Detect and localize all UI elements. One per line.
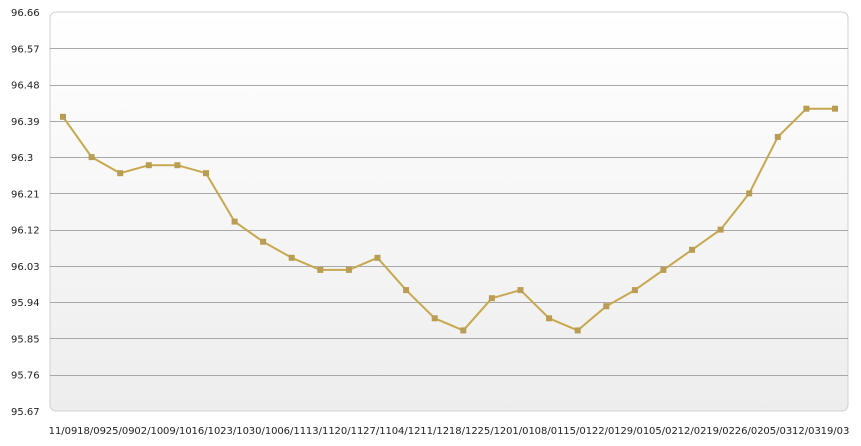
x-tick-label: 11/12 [420,426,449,437]
x-tick-label: 23/10 [220,426,249,437]
y-tick-label: 95.76 [11,371,40,382]
data-point [460,327,467,334]
y-tick-label: 96.12 [11,226,40,237]
series-polyline [62,107,836,332]
x-tick-label: 30/10 [249,426,278,437]
data-point [345,266,352,273]
data-point [260,238,267,245]
x-tick-label: 15/01 [563,426,592,437]
x-tick-label: 02/10 [134,426,163,437]
y-tick-label: 95.94 [11,298,40,309]
x-tick-label: 11/09 [49,426,78,437]
x-tick-label: 16/10 [192,426,221,437]
data-point [603,303,610,310]
x-tick-label: 25/09 [106,426,135,437]
x-tick-label: 06/11 [277,426,306,437]
x-tick-label: 01/01 [506,426,535,437]
x-tick-label: 09/10 [163,426,192,437]
x-tick-label: 12/03 [792,426,821,437]
x-tick-label: 08/01 [535,426,564,437]
x-tick-label: 18/09 [77,426,106,437]
data-point [60,113,66,120]
data-point [88,154,95,161]
y-tick-label: 95.85 [11,334,40,345]
data-point [374,254,381,261]
x-tick-label: 29/01 [620,426,649,437]
data-point [317,266,324,273]
x-tick-label: 12/02 [678,426,707,437]
data-point [803,105,810,112]
data-point [689,246,695,253]
data-point [717,226,724,233]
plot-background [49,11,849,412]
data-point [631,287,638,294]
x-tick-label: 04/12 [392,426,421,437]
y-tick-label: 96.3 [11,153,33,164]
x-tick-label: 20/11 [335,426,364,437]
y-tick-label: 96.03 [11,262,40,273]
data-point [574,327,581,334]
data-point [660,266,667,273]
x-tick-label: 26/02 [735,426,764,437]
y-tick-label: 96.21 [11,189,40,200]
data-point [431,315,438,322]
data-point [488,295,495,302]
x-tick-label: 22/01 [592,426,621,437]
data-point [832,105,838,112]
x-axis-ticks: 11/09 18/09 25/09 02/10 09/10 16/10 23/10 30/10… [49,426,850,437]
data-point [145,162,152,169]
x-tick-label: 13/11 [306,426,335,437]
x-tick-label: 19/03 [821,426,850,437]
data-point [117,170,124,177]
x-tick-label: 27/11 [363,426,392,437]
x-tick-label: 18/12 [449,426,478,437]
y-axis-ticks: 96.66 96.57 96.48 96.39 96.3 96.21 96.12 96.03 9… [11,8,40,418]
x-tick-label: 05/03 [763,426,792,437]
data-point [746,190,753,197]
data-point [288,254,295,261]
y-tick-label: 96.48 [11,81,40,92]
series-markers [60,105,838,334]
y-tick-label: 96.39 [11,117,40,128]
data-point [403,287,410,294]
series-line [62,107,836,332]
data-point [174,162,181,169]
y-tick-label: 96.57 [11,44,40,55]
x-tick-label: 19/02 [706,426,735,437]
data-point [546,315,553,322]
y-tick-label: 96.66 [11,8,40,19]
data-point [231,218,238,225]
data-point [774,133,781,140]
x-tick-label: 05/02 [649,426,678,437]
plot-area [49,11,849,412]
x-tick-label: 25/12 [477,426,506,437]
y-tick-label: 95.67 [11,407,40,418]
grid-lines [50,48,848,376]
data-point [203,170,209,177]
data-point [517,287,524,294]
